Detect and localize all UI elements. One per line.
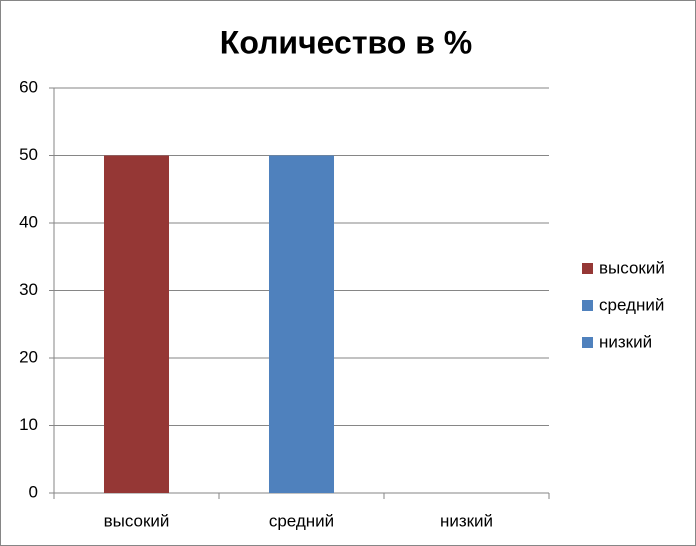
y-tick-label: 30 xyxy=(19,280,38,299)
legend-swatch xyxy=(582,263,593,274)
bar xyxy=(103,155,170,493)
y-tick-label: 10 xyxy=(19,415,38,434)
y-tick-label: 60 xyxy=(19,77,38,96)
chart-title: Количество в % xyxy=(220,24,472,60)
legend-label: высокий xyxy=(599,258,665,277)
legend-label: низкий xyxy=(599,332,652,351)
y-tick-label: 40 xyxy=(19,212,38,231)
y-tick-label: 50 xyxy=(19,145,38,164)
y-tick-label: 0 xyxy=(29,482,38,501)
y-tick-label: 20 xyxy=(19,347,38,366)
legend-swatch xyxy=(582,300,593,311)
x-tick-label: высокий xyxy=(104,511,170,530)
x-tick-label: средний xyxy=(269,511,334,530)
legend-swatch xyxy=(582,337,593,348)
legend-label: средний xyxy=(599,295,664,314)
x-tick-label: низкий xyxy=(440,511,493,530)
bar xyxy=(268,155,335,493)
